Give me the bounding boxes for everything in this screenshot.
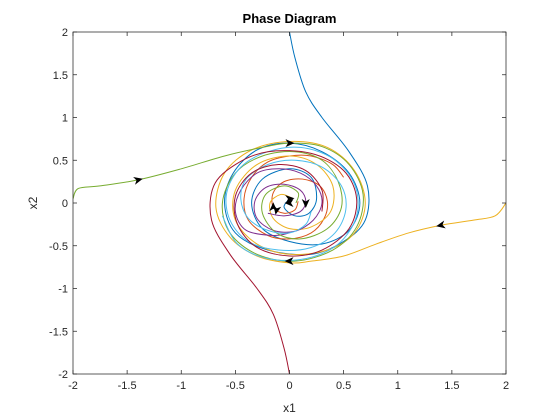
x-tick-label: 1 <box>395 380 401 392</box>
y-tick-label: 0 <box>62 198 68 210</box>
x-tick-label: -2 <box>68 380 78 392</box>
direction-arrow-8 <box>273 205 282 215</box>
y-tick-label: -0.5 <box>49 241 68 253</box>
direction-arrow-7 <box>301 199 310 208</box>
x-tick-label: -1 <box>176 380 186 392</box>
y-tick-label: 0.5 <box>53 155 68 167</box>
y-tick-label: -1.5 <box>49 326 68 338</box>
trajectory-line-2 <box>243 154 345 240</box>
x-tick-label: 2 <box>503 380 509 392</box>
direction-arrow-2 <box>285 139 295 148</box>
trajectory-line-6 <box>221 146 359 261</box>
y-axis-label: x2 <box>26 196 40 209</box>
y-tick-label: 2 <box>62 27 68 39</box>
y-tick-label: -1 <box>58 284 68 296</box>
arrow-layer <box>133 139 446 266</box>
chart-title: Phase Diagram <box>243 11 337 26</box>
direction-arrow-3 <box>436 220 446 229</box>
trajectory-line-4 <box>234 168 323 237</box>
direction-arrow-6 <box>285 195 295 204</box>
trajectory-line-3 <box>215 140 506 264</box>
y-tick-label: 1.5 <box>53 70 68 82</box>
direction-arrow-4 <box>284 257 294 266</box>
x-tick-label: 0 <box>286 380 292 392</box>
y-tick-label: 1 <box>62 113 68 125</box>
x-tick-label: 1.5 <box>444 380 459 392</box>
trajectory-line-1 <box>224 32 370 256</box>
x-tick-label: 0.5 <box>336 380 351 392</box>
direction-arrow-9 <box>284 199 294 207</box>
x-axis-label: x1 <box>283 401 296 415</box>
x-tick-label: -0.5 <box>226 380 245 392</box>
y-tick-label: -2 <box>58 369 68 381</box>
series-layer <box>73 32 506 374</box>
trajectory-line-7 <box>209 150 358 374</box>
axes-layer <box>72 31 507 375</box>
direction-arrow-1 <box>133 177 143 185</box>
y-tick-labels: -2 -1.5 -1 -0.5 0 0.5 1 1.5 2 <box>49 27 68 381</box>
x-tick-labels: -2 -1.5 -1 -0.5 0 0.5 1 1.5 2 <box>68 380 509 392</box>
x-tick-label: -1.5 <box>118 380 137 392</box>
